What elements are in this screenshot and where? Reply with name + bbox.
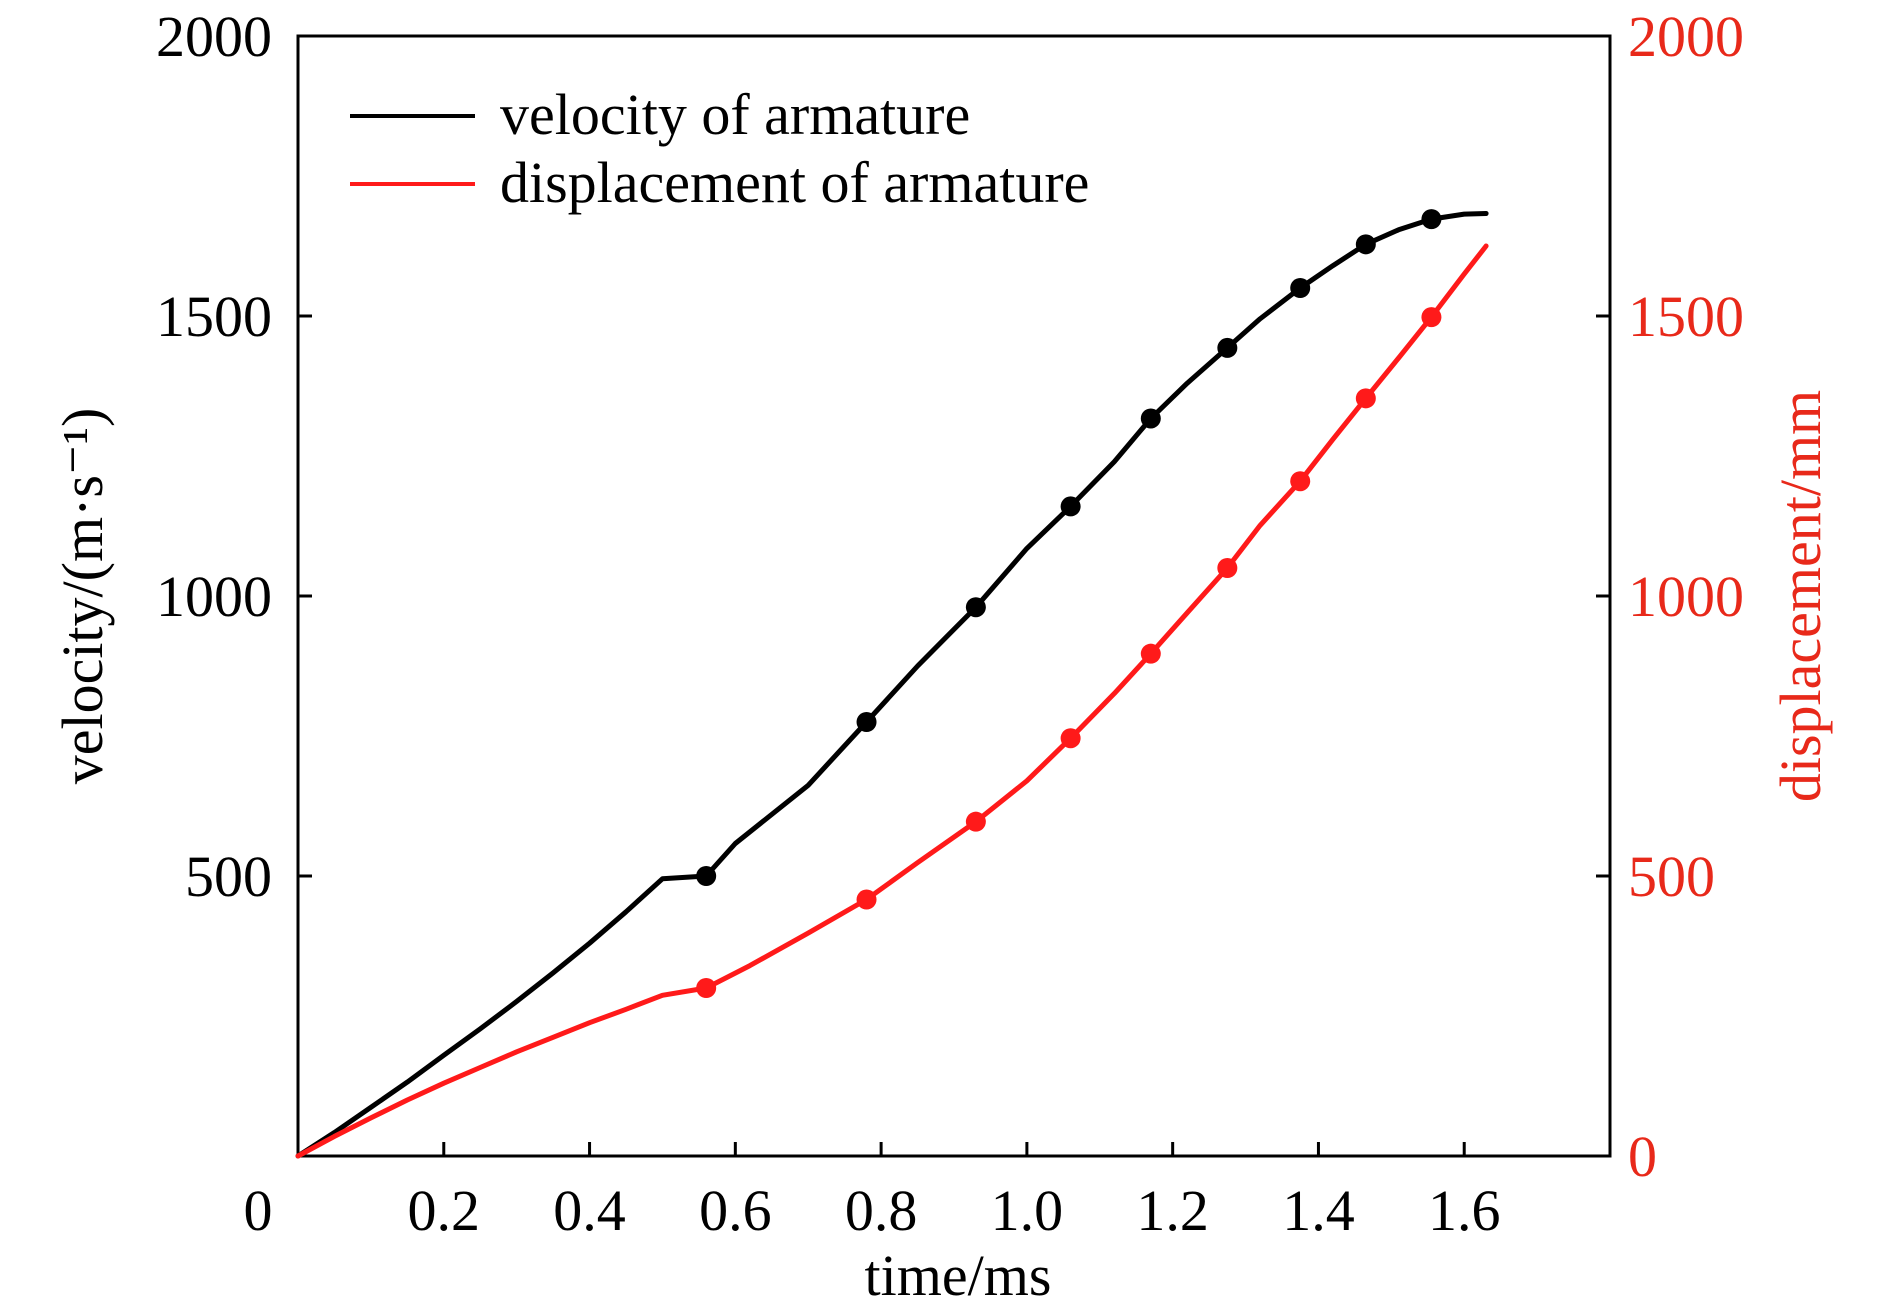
- data-point-velocity: [1060, 496, 1081, 517]
- x-tick-label: 1.0: [991, 1178, 1064, 1243]
- legend: velocity of armature displacement of arm…: [350, 82, 1089, 215]
- data-point-velocity: [1140, 408, 1161, 429]
- data-point-displacement: [965, 811, 986, 832]
- y-left-tick-label: 500: [185, 844, 272, 909]
- data-point-velocity: [1290, 278, 1311, 298]
- x-axis-ticks: 0.2 0.4 0.6 0.8 1.0 1.2 1.4 1.6: [408, 1142, 1501, 1243]
- y-left-tick-label: 1000: [156, 564, 272, 629]
- origin-label: 0: [244, 1178, 273, 1243]
- data-point-velocity: [1421, 209, 1442, 230]
- y-left-axis-title: velocity/(m·s⁻¹): [50, 408, 115, 785]
- y-right-tick-label: 1000: [1628, 564, 1744, 629]
- y-right-axis-ticks: 0 500 1000 1500 2000: [1596, 4, 1744, 1189]
- data-point-displacement: [696, 978, 717, 998]
- x-tick-label: 0.4: [553, 1178, 626, 1243]
- data-point-velocity: [965, 597, 986, 618]
- data-point-displacement: [856, 889, 877, 910]
- x-axis-title: time/ms: [865, 1243, 1052, 1308]
- data-point-velocity: [1355, 234, 1376, 255]
- y-left-tick-label: 1500: [156, 284, 272, 349]
- legend-label-displacement: displacement of armature: [500, 150, 1089, 215]
- x-tick-label: 0.2: [408, 1178, 481, 1243]
- data-point-displacement: [1217, 558, 1238, 578]
- data-point-displacement: [1290, 471, 1311, 492]
- data-point-velocity: [696, 866, 717, 886]
- series-line-velocity: [295, 211, 1489, 1159]
- y-right-axis-title: displacement/mm: [1768, 390, 1833, 802]
- data-point-velocity: [856, 712, 877, 732]
- y-left-axis-ticks: 500 1000 1500 2000: [156, 4, 312, 909]
- data-point-velocity: [1217, 337, 1238, 358]
- y-left-tick-label: 2000: [156, 4, 272, 69]
- data-point-displacement: [1060, 728, 1081, 749]
- data-point-displacement: [1421, 307, 1442, 328]
- data-point-displacement: [1140, 643, 1161, 664]
- y-right-tick-label: 0: [1628, 1124, 1657, 1189]
- y-right-tick-label: 500: [1628, 844, 1715, 909]
- x-tick-label: 0.8: [845, 1178, 918, 1243]
- data-point-displacement: [1355, 388, 1376, 409]
- x-tick-label: 1.2: [1136, 1178, 1209, 1243]
- y-right-tick-label: 1500: [1628, 284, 1744, 349]
- x-tick-label: 1.4: [1282, 1178, 1355, 1243]
- y-right-tick-label: 2000: [1628, 4, 1744, 69]
- x-tick-label: 1.6: [1428, 1178, 1501, 1243]
- series-line-displacement: [295, 243, 1489, 1159]
- legend-label-velocity: velocity of armature: [500, 82, 970, 147]
- x-tick-label: 0.6: [699, 1178, 772, 1243]
- series-layer: [295, 209, 1489, 1159]
